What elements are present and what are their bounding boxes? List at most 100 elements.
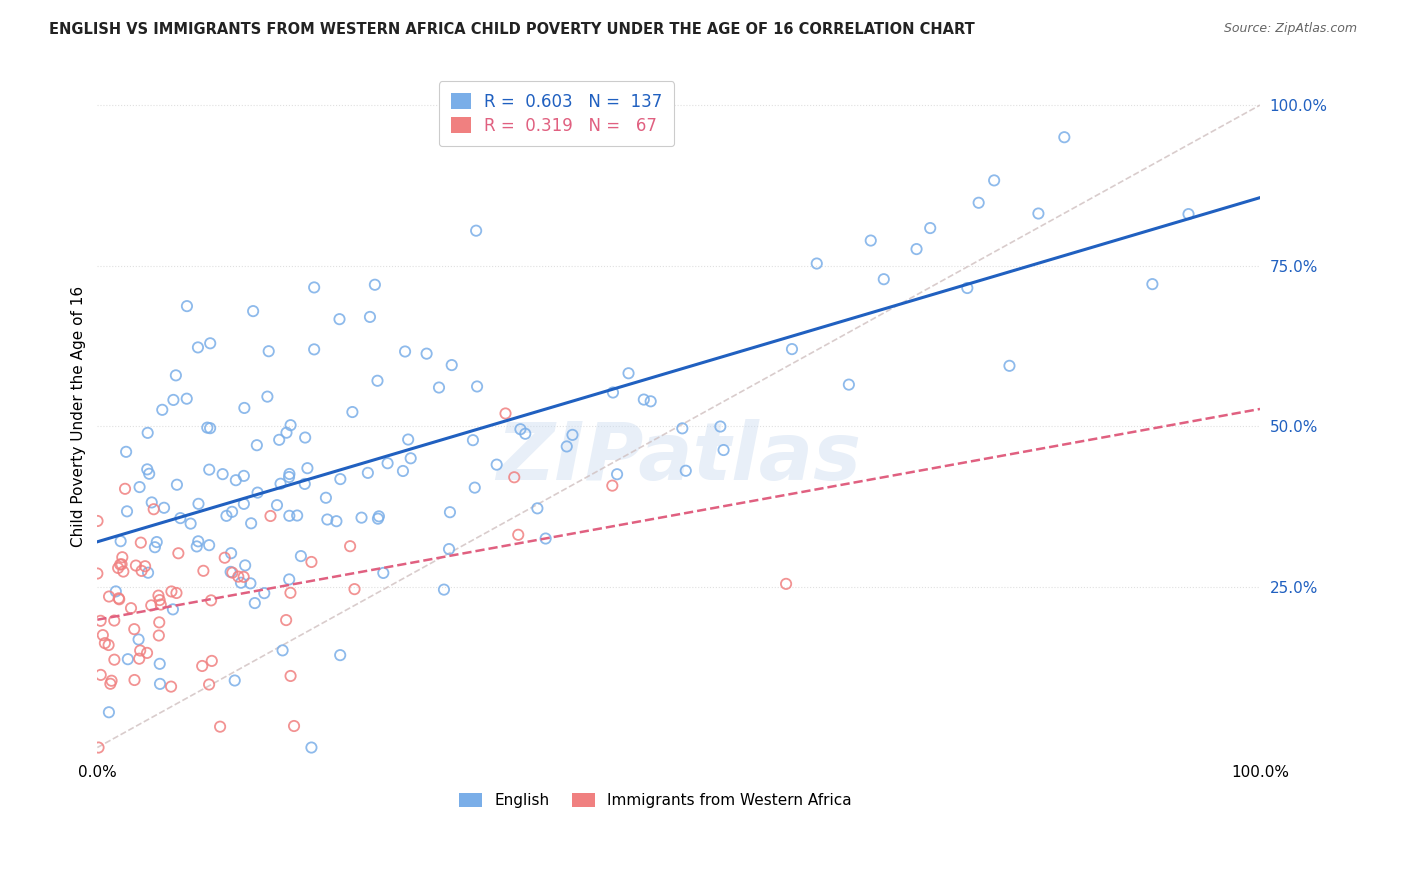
Point <box>221 566 243 580</box>
Point <box>219 565 242 579</box>
Point <box>325 514 347 528</box>
Point <box>198 538 221 552</box>
Point <box>160 680 183 694</box>
Point <box>166 477 188 491</box>
Point <box>160 584 183 599</box>
Point <box>200 593 222 607</box>
Point <box>90 614 112 628</box>
Point <box>107 561 129 575</box>
Point <box>283 719 305 733</box>
Point <box>242 304 264 318</box>
Point <box>129 643 152 657</box>
Point <box>229 575 252 590</box>
Point <box>713 443 735 458</box>
Point <box>359 310 381 324</box>
Point <box>108 592 131 607</box>
Point <box>226 569 249 583</box>
Point <box>366 374 388 388</box>
Point <box>195 420 218 434</box>
Point <box>465 379 488 393</box>
Point <box>297 461 319 475</box>
Point <box>503 470 526 484</box>
Point <box>495 407 517 421</box>
Point <box>143 540 166 554</box>
Point <box>122 622 145 636</box>
Point <box>920 221 942 235</box>
Point <box>437 542 460 557</box>
Point <box>114 482 136 496</box>
Point <box>328 312 350 326</box>
Point <box>103 614 125 628</box>
Point <box>104 584 127 599</box>
Point <box>176 299 198 313</box>
Point <box>232 469 254 483</box>
Point <box>187 534 209 549</box>
Point <box>148 628 170 642</box>
Point <box>148 615 170 630</box>
Point <box>86 514 108 528</box>
Point <box>90 668 112 682</box>
Y-axis label: Child Poverty Under the Age of 16: Child Poverty Under the Age of 16 <box>72 286 86 548</box>
Point <box>269 433 291 447</box>
Point <box>180 516 202 531</box>
Point <box>221 505 243 519</box>
Point <box>464 481 486 495</box>
Point <box>271 643 294 657</box>
Point <box>91 628 114 642</box>
Point <box>294 431 316 445</box>
Point <box>176 392 198 406</box>
Point <box>215 508 238 523</box>
Point <box>167 546 190 560</box>
Point <box>640 394 662 409</box>
Point <box>165 368 187 383</box>
Point <box>214 550 236 565</box>
Point <box>302 280 325 294</box>
Point <box>145 535 167 549</box>
Point <box>302 343 325 357</box>
Point <box>136 646 159 660</box>
Point <box>329 648 352 662</box>
Point <box>301 555 323 569</box>
Point <box>125 558 148 573</box>
Point <box>602 478 624 492</box>
Point <box>1177 207 1199 221</box>
Point <box>86 566 108 581</box>
Point <box>149 677 172 691</box>
Point <box>1142 277 1164 292</box>
Point <box>169 511 191 525</box>
Point <box>343 582 366 596</box>
Point <box>198 462 221 476</box>
Point <box>465 224 488 238</box>
Text: Source: ZipAtlas.com: Source: ZipAtlas.com <box>1223 22 1357 36</box>
Point <box>617 366 640 380</box>
Point <box>200 336 222 351</box>
Point <box>129 535 152 549</box>
Point <box>253 586 276 600</box>
Point <box>278 470 301 484</box>
Point <box>198 421 221 435</box>
Point <box>555 440 578 454</box>
Point <box>141 599 163 613</box>
Point <box>290 549 312 563</box>
Point <box>859 234 882 248</box>
Point <box>1053 130 1076 145</box>
Point <box>367 509 389 524</box>
Point <box>131 564 153 578</box>
Point <box>675 464 697 478</box>
Point <box>98 590 121 604</box>
Point <box>315 491 337 505</box>
Point <box>149 593 172 607</box>
Point <box>211 467 233 482</box>
Point <box>243 596 266 610</box>
Text: ENGLISH VS IMMIGRANTS FROM WESTERN AFRICA CHILD POVERTY UNDER THE AGE OF 16 CORR: ENGLISH VS IMMIGRANTS FROM WESTERN AFRIC… <box>49 22 974 37</box>
Point <box>124 673 146 687</box>
Point <box>138 467 160 481</box>
Point <box>153 500 176 515</box>
Point <box>98 677 121 691</box>
Point <box>350 510 373 524</box>
Point <box>509 422 531 436</box>
Point <box>357 466 380 480</box>
Point <box>150 402 173 417</box>
Point <box>246 438 269 452</box>
Point <box>201 654 224 668</box>
